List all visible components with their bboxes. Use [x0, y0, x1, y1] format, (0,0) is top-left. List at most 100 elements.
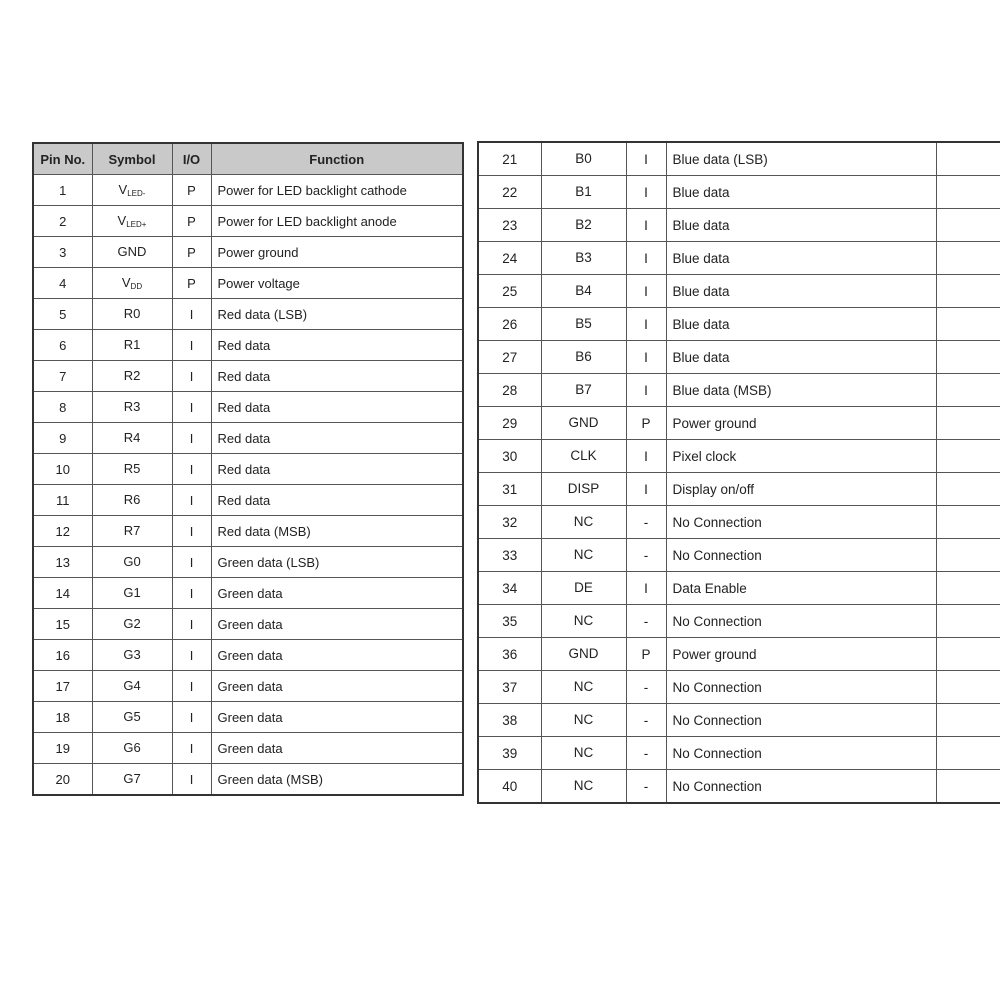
pin-function: Green data	[210, 701, 464, 733]
symbol-text: NC	[573, 613, 594, 628]
table-row: 8 R3 I Red data	[32, 391, 464, 423]
pin-symbol: VLED-	[91, 174, 173, 206]
table-row: 14 G1 I Green data	[32, 577, 464, 609]
table-row: 38 NC - No Connection	[477, 703, 1000, 737]
pin-number: 31	[477, 472, 542, 506]
empty-cell	[935, 505, 1000, 539]
pin-function: Data Enable	[665, 571, 937, 605]
pin-function: No Connection	[665, 769, 937, 804]
table-row: 20 G7 I Green data (MSB)	[32, 763, 464, 796]
pin-number: 2	[32, 205, 93, 237]
symbol-text: GND	[568, 646, 599, 661]
pin-number: 11	[32, 484, 93, 516]
pin-symbol: VDD	[91, 267, 173, 299]
pin-function: Blue data (LSB)	[665, 141, 937, 176]
symbol-text: G2	[123, 616, 141, 631]
pin-symbol: GND	[91, 236, 173, 268]
empty-cell	[935, 241, 1000, 275]
pin-number: 37	[477, 670, 542, 704]
symbol-text: NC	[573, 712, 594, 727]
pin-io: P	[171, 236, 212, 268]
pin-symbol: R0	[91, 298, 173, 330]
pin-number: 12	[32, 515, 93, 547]
pin-function: Blue data	[665, 175, 937, 209]
pin-io: P	[171, 267, 212, 299]
header-function: Function	[210, 142, 464, 175]
symbol-text: G7	[123, 771, 141, 786]
table-row: 30 CLK I Pixel clock	[477, 439, 1000, 473]
symbol-text: G5	[123, 709, 141, 724]
table-row: 11 R6 I Red data	[32, 484, 464, 516]
pin-io: -	[625, 769, 667, 804]
pin-symbol: NC	[540, 538, 627, 572]
pin-symbol: NC	[540, 604, 627, 638]
pin-symbol: B3	[540, 241, 627, 275]
pin-function: Power ground	[665, 406, 937, 440]
pin-number: 26	[477, 307, 542, 341]
pin-function: No Connection	[665, 703, 937, 737]
empty-cell	[935, 736, 1000, 770]
pin-io: I	[625, 274, 667, 308]
pin-function: Green data	[210, 608, 464, 640]
pin-number: 28	[477, 373, 542, 407]
pin-symbol: G5	[91, 701, 173, 733]
pin-number: 25	[477, 274, 542, 308]
symbol-text: V	[118, 182, 128, 197]
pin-number: 36	[477, 637, 542, 671]
pin-symbol: DISP	[540, 472, 627, 506]
table-row: 3 GND P Power ground	[32, 236, 464, 268]
table-row: 13 G0 I Green data (LSB)	[32, 546, 464, 578]
empty-cell	[935, 604, 1000, 638]
empty-cell	[935, 670, 1000, 704]
symbol-text: R3	[123, 399, 141, 414]
symbol-text: G4	[123, 678, 141, 693]
empty-cell	[935, 439, 1000, 473]
pin-number: 35	[477, 604, 542, 638]
pin-number: 22	[477, 175, 542, 209]
table-row: 22 B1 I Blue data	[477, 175, 1000, 209]
pin-number: 21	[477, 141, 542, 176]
pin-io: I	[625, 439, 667, 473]
pin-number: 23	[477, 208, 542, 242]
pin-io: I	[171, 763, 212, 796]
empty-cell	[935, 141, 1000, 176]
pin-function: Power for LED backlight cathode	[210, 174, 464, 206]
pin-io: -	[625, 670, 667, 704]
pin-number: 7	[32, 360, 93, 392]
table-row: 28 B7 I Blue data (MSB)	[477, 373, 1000, 407]
table-row: 21 B0 I Blue data (LSB)	[477, 141, 1000, 176]
header-pin-no: Pin No.	[32, 142, 93, 175]
pin-function: Green data	[210, 670, 464, 702]
pin-symbol: B2	[540, 208, 627, 242]
symbol-text: V	[121, 275, 131, 290]
pin-number: 40	[477, 769, 542, 804]
pin-io: I	[171, 577, 212, 609]
table-row: 33 NC - No Connection	[477, 538, 1000, 572]
empty-cell	[935, 175, 1000, 209]
pin-symbol: GND	[540, 406, 627, 440]
symbol-text: B4	[575, 283, 592, 298]
pin-function: Power for LED backlight anode	[210, 205, 464, 237]
table-row: 34 DE I Data Enable	[477, 571, 1000, 605]
pin-symbol: VLED+	[91, 205, 173, 237]
pin-number: 20	[32, 763, 93, 796]
pin-number: 16	[32, 639, 93, 671]
pin-function: Red data	[210, 422, 464, 454]
pin-symbol: R1	[91, 329, 173, 361]
table-row: 7 R2 I Red data	[32, 360, 464, 392]
symbol-text: B0	[575, 151, 592, 166]
empty-cell	[935, 208, 1000, 242]
pin-io: I	[625, 175, 667, 209]
pin-number: 32	[477, 505, 542, 539]
table-row: 6 R1 I Red data	[32, 329, 464, 361]
pin-io: I	[625, 571, 667, 605]
pin-symbol: G3	[91, 639, 173, 671]
symbol-text: B7	[575, 382, 592, 397]
pin-number: 14	[32, 577, 93, 609]
pin-symbol: B1	[540, 175, 627, 209]
symbol-text: B5	[575, 316, 592, 331]
pin-function: No Connection	[665, 736, 937, 770]
table-row: 35 NC - No Connection	[477, 604, 1000, 638]
pin-io: I	[171, 608, 212, 640]
symbol-text: G3	[123, 647, 141, 662]
